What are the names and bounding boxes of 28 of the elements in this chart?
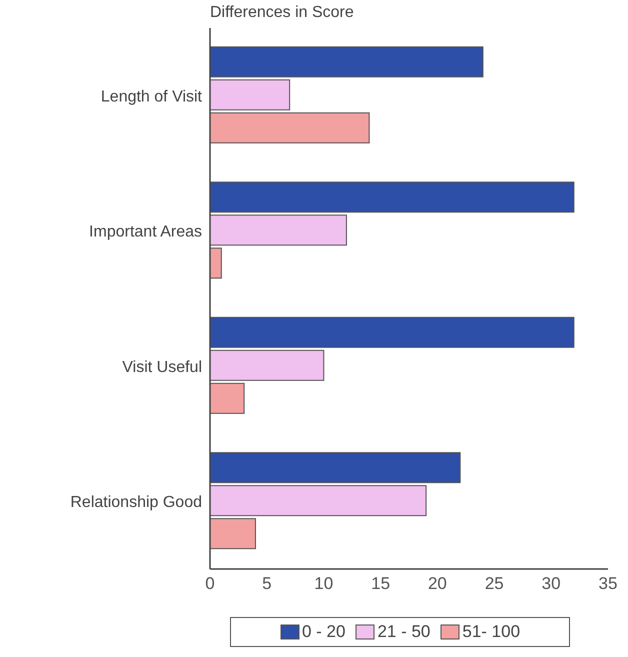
x-tick-label: 15 — [371, 574, 390, 594]
x-tick-label: 30 — [542, 574, 561, 594]
bar — [210, 316, 574, 348]
x-tick-label: 10 — [314, 574, 334, 594]
bar — [210, 452, 461, 484]
x-tick-label: 5 — [262, 574, 272, 594]
bar — [210, 485, 427, 516]
bar — [210, 182, 574, 213]
bar — [210, 46, 484, 78]
x-tick-label: 20 — [428, 574, 447, 594]
x-tick-label: 0 — [205, 574, 215, 594]
x-tick-label: 35 — [598, 574, 618, 594]
y-tick-label: Important Areas — [89, 224, 202, 241]
legend-label: 21 - 50 — [376, 622, 430, 642]
y-tick-label: Length of Visit — [100, 88, 203, 106]
bar — [210, 248, 222, 279]
bar — [210, 79, 290, 110]
bar — [210, 214, 347, 246]
y-tick-label: Visit Useful — [122, 358, 202, 376]
bar — [210, 518, 256, 550]
y-tick-label: Relationship Good — [70, 494, 202, 512]
bar — [210, 112, 370, 144]
x-tick-label: 25 — [484, 574, 504, 594]
chart-title: Differences in Score — [210, 4, 354, 22]
legend-label: 51- 100 — [461, 622, 520, 642]
legend-label: 0 - 20 — [300, 622, 346, 642]
bar — [210, 382, 245, 414]
bar — [210, 350, 324, 381]
